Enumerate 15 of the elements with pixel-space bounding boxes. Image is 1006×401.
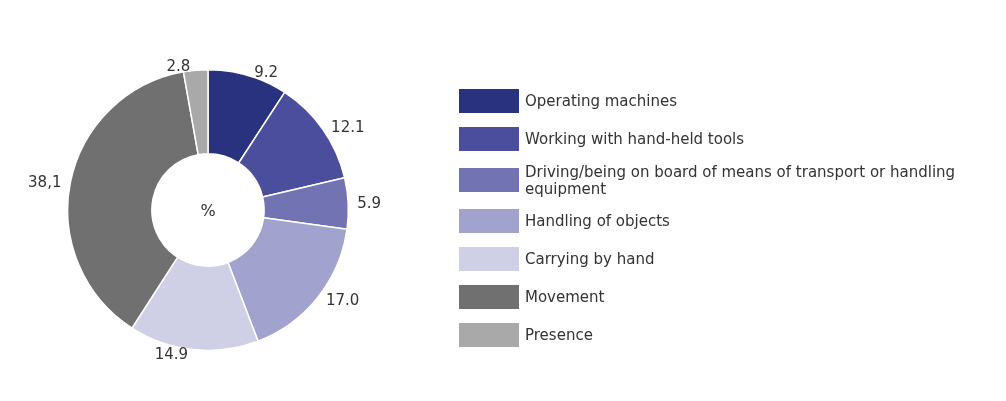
text: %: [200, 200, 216, 220]
data-label: 5.9: [357, 194, 382, 213]
legend-label: Presence: [525, 326, 593, 344]
legend-label: Handling of objects: [525, 212, 671, 230]
data-label: 2.8: [166, 57, 191, 76]
data-label: 9.2: [254, 62, 278, 81]
legend-label: Working with hand-held tools: [525, 130, 745, 148]
legend-label: Driving/being on board of means of transport or handling equipment: [525, 162, 960, 198]
legend-label: Movement: [525, 288, 605, 306]
data-label: 17.0: [325, 290, 360, 309]
legend-label: Operating machines: [525, 92, 678, 110]
data-label: 38,1: [28, 172, 62, 191]
data-label: 12.1: [331, 118, 365, 136]
legend-label: Carrying by hand: [525, 250, 655, 268]
data-label: 14.9: [154, 344, 189, 363]
